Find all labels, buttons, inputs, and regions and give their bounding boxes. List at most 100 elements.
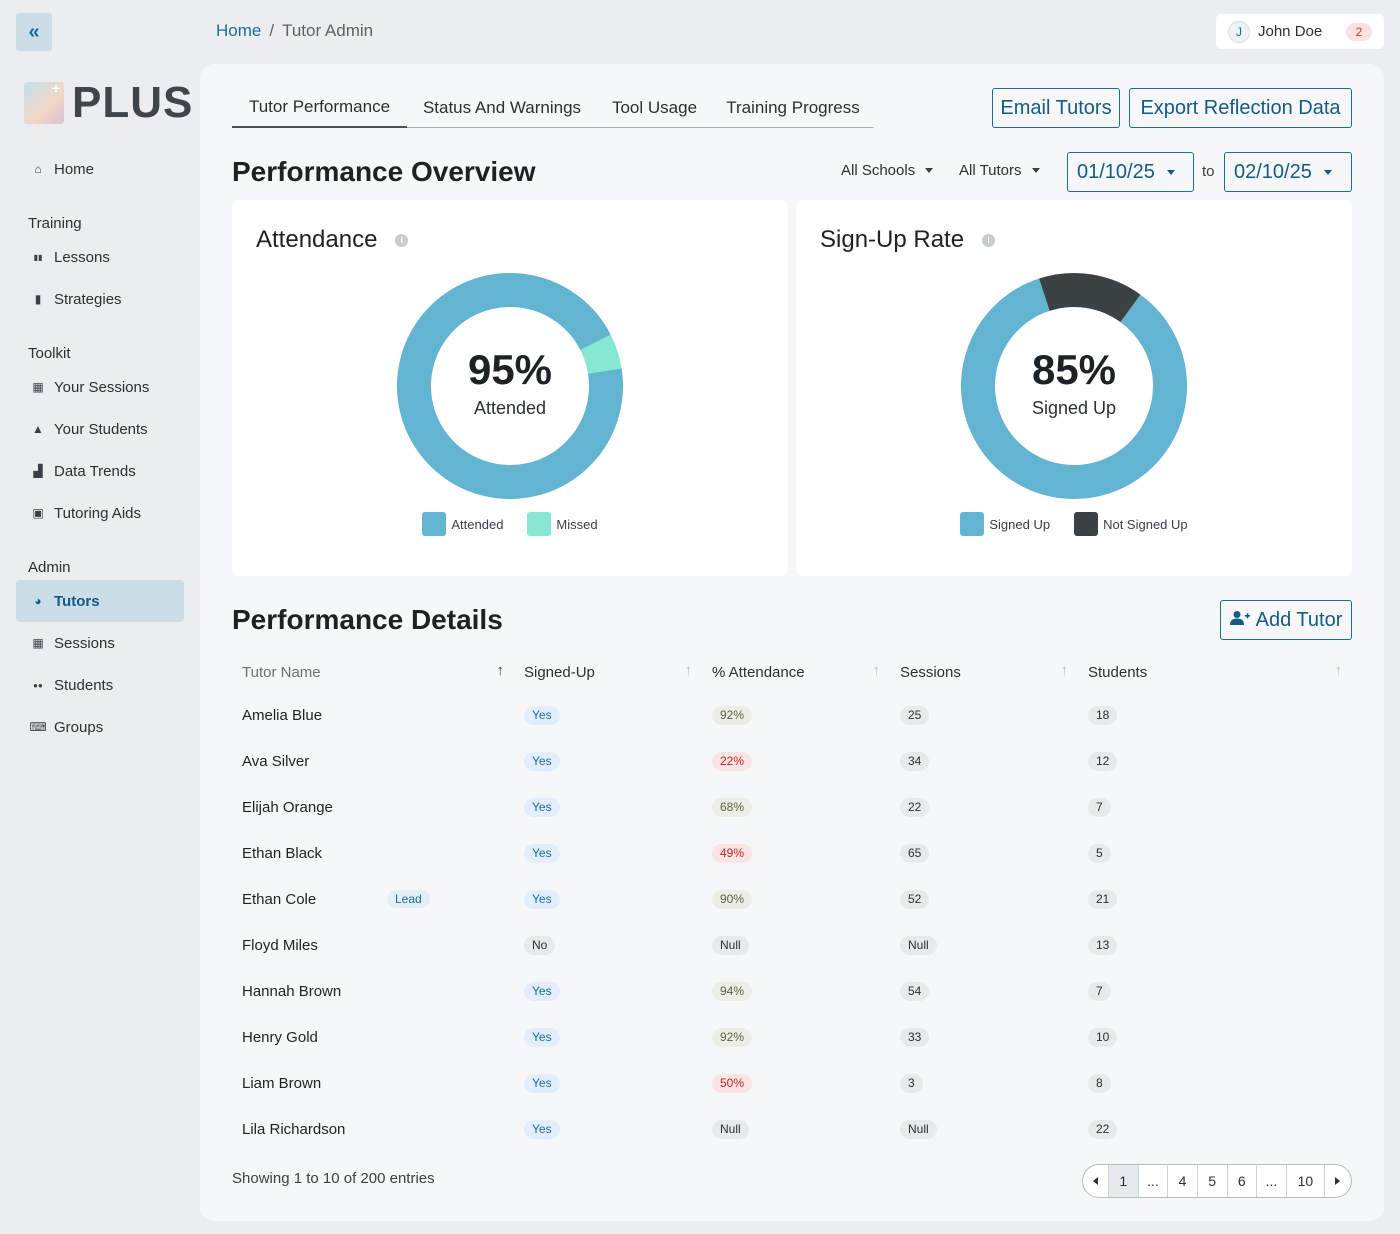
attendance-caption: Attended — [473, 397, 547, 418]
schools-filter[interactable]: All Schools — [841, 162, 934, 179]
table-header: Tutor Name ↑ Signed-Up ↑% Attendance ↑ Sessio… — [232, 652, 1352, 692]
column-header-label: Sessions — [900, 663, 961, 681]
notification-badge[interactable]: 2 — [1346, 22, 1372, 41]
cell-students: 10 — [1078, 1014, 1352, 1060]
column-header-sessions[interactable]: Sessions ↑ — [890, 652, 1078, 692]
export-reflection-data-button[interactable]: Export Reflection Data — [1129, 88, 1352, 128]
legend-item-not-signed-up: Not Signed Up — [1074, 512, 1188, 536]
sort-arrow-icon[interactable]: ↑ — [496, 662, 505, 679]
email-tutors-button[interactable]: Email Tutors — [992, 88, 1120, 128]
pagination-page-5[interactable]: 5 — [1198, 1165, 1228, 1197]
sidebar-item-your-sessions[interactable]: ▦ Your Sessions — [16, 366, 184, 408]
students-pill: 7 — [1088, 797, 1111, 817]
sessions-pill: 33 — [900, 1027, 930, 1047]
sidebar-item-lessons[interactable]: ▮▮ Lessons — [16, 236, 184, 278]
signed-pill: Yes — [524, 1119, 560, 1139]
attendance-slice-missed — [580, 334, 622, 375]
cell-attendance: 92% — [702, 1014, 890, 1060]
tutors-filter[interactable]: All Tutors — [959, 162, 1040, 179]
sort-arrow-icon[interactable]: ↑ — [1060, 662, 1069, 679]
tutor-name[interactable]: Ethan Black — [242, 844, 323, 862]
pagination-page-10[interactable]: 10 — [1287, 1165, 1325, 1197]
sessions-pill: 34 — [900, 751, 930, 771]
table-body: Amelia Blue Yes 92% 25 18 Ava Silver Yes 22% 34 1… — [232, 692, 1352, 1152]
pagination-page-4[interactable]: 4 — [1168, 1165, 1198, 1197]
add-tutor-button[interactable]: Add Tutor — [1220, 600, 1352, 640]
chevrons-left-icon: « — [28, 20, 40, 43]
table-row[interactable]: Elijah Orange Yes 68% 22 7 — [232, 784, 1352, 830]
tutor-name[interactable]: Elijah Orange — [242, 798, 333, 816]
attendance-title-text: Attendance — [256, 226, 378, 253]
attendance-pill: 90% — [712, 889, 753, 909]
tutor-name[interactable]: Ethan Cole — [242, 890, 317, 908]
students-pill: 7 — [1088, 981, 1111, 1001]
table-row[interactable]: Henry Gold Yes 92% 33 10 — [232, 1014, 1352, 1060]
sidebar-item-tutoring-aids[interactable]: ▣ Tutoring Aids — [16, 492, 184, 534]
sort-arrow-icon[interactable]: ↑ — [684, 662, 693, 679]
caret-down-icon — [925, 168, 934, 173]
avatar: J — [1228, 20, 1250, 43]
table-row[interactable]: Liam Brown Yes 50% 3 8 — [232, 1060, 1352, 1106]
sidebar-item-your-students[interactable]: ▲ Your Students — [16, 408, 184, 450]
tab-status-and-warnings[interactable]: Status And Warnings — [422, 98, 582, 117]
tutor-name[interactable]: Amelia Blue — [242, 706, 323, 724]
table-row[interactable]: Ethan Black Yes 49% 65 5 — [232, 830, 1352, 876]
sessions-pill: 25 — [900, 705, 930, 725]
sort-arrow-icon[interactable]: ↑ — [1334, 662, 1343, 679]
table-row[interactable]: Floyd Miles No Null Null 13 — [232, 922, 1352, 968]
cell-name: Henry Gold — [232, 1014, 514, 1060]
date-from-picker[interactable]: 01/10/25 — [1067, 152, 1194, 192]
tutor-name[interactable]: Hannah Brown — [242, 982, 342, 1000]
cell-sessions: Null — [890, 1106, 1078, 1152]
sidebar-item-strategies[interactable]: ▮ Strategies — [16, 278, 184, 320]
main-panel: Tutor Performance Status And Warnings To… — [200, 64, 1384, 1221]
schools-filter-label: All Schools — [841, 162, 916, 179]
performance-table: Tutor Name ↑ Signed-Up ↑% Attendance ↑ Sessio… — [232, 652, 1352, 1152]
sidebar-section-toolkit: Toolkit — [28, 345, 71, 362]
table-row[interactable]: Lila Richardson Yes Null Null 22 — [232, 1106, 1352, 1152]
keyboard-icon: ⌨ — [29, 720, 47, 734]
sort-arrow-icon[interactable]: ↑ — [872, 662, 881, 679]
pagination-page-6[interactable]: 6 — [1228, 1165, 1258, 1197]
info-icon[interactable]: i — [982, 233, 996, 247]
caret-left-icon — [1093, 1177, 1098, 1185]
sidebar-item-home[interactable]: ⌂ Home — [16, 148, 184, 190]
signup-center: 85% Signed Up — [960, 272, 1188, 500]
pagination-next-button[interactable] — [1325, 1165, 1351, 1197]
tab-tool-usage[interactable]: Tool Usage — [611, 98, 698, 117]
column-header-signed[interactable]: Signed-Up ↑ — [514, 652, 702, 692]
date-to-picker[interactable]: 02/10/25 — [1224, 152, 1352, 192]
table-row[interactable]: Amelia Blue Yes 92% 25 18 — [232, 692, 1352, 738]
sidebar-item-groups[interactable]: ⌨ Groups — [16, 706, 184, 748]
column-header-attendance[interactable]: % Attendance ↑ — [702, 652, 890, 692]
tutor-name[interactable]: Henry Gold — [242, 1028, 318, 1046]
sidebar-item-tutors[interactable]: ◕ Tutors — [16, 580, 184, 622]
pagination-prev-button[interactable] — [1083, 1165, 1109, 1197]
collapse-sidebar-button[interactable]: « — [16, 13, 52, 51]
table-row[interactable]: Ava Silver Yes 22% 34 12 — [232, 738, 1352, 784]
sidebar-item-students[interactable]: ●● Students — [16, 664, 184, 706]
signup-slice-not-signed-up — [1039, 273, 1141, 323]
column-header-students[interactable]: Students ↑ — [1078, 652, 1352, 692]
tutor-name[interactable]: Floyd Miles — [242, 936, 318, 954]
tutor-name[interactable]: Lila Richardson — [242, 1120, 346, 1138]
breadcrumb-current: Tutor Admin — [282, 21, 374, 40]
tutor-name[interactable]: Liam Brown — [242, 1074, 322, 1092]
sidebar-item-sessions[interactable]: ▦ Sessions — [16, 622, 184, 664]
user-name: John Doe — [1258, 23, 1323, 40]
tutor-name[interactable]: Ava Silver — [242, 752, 310, 770]
user-menu[interactable]: J John Doe 2 — [1216, 14, 1384, 49]
info-icon[interactable]: i — [395, 233, 409, 247]
cell-attendance: 49% — [702, 830, 890, 876]
column-header-name[interactable]: Tutor Name ↑ — [232, 652, 514, 692]
tab-training-progress[interactable]: Training Progress — [726, 98, 860, 117]
sidebar-item-data-trends[interactable]: ▟ Data Trends — [16, 450, 184, 492]
cell-students: 18 — [1078, 692, 1352, 738]
breadcrumb-home-link[interactable]: Home — [216, 21, 262, 40]
tab-tutor-performance[interactable]: Tutor Performance — [232, 88, 407, 128]
table-row[interactable]: Ethan Cole Lead Yes 90% 52 21 — [232, 876, 1352, 922]
cell-attendance: 92% — [702, 692, 890, 738]
pagination-page-1[interactable]: 1 — [1109, 1165, 1139, 1197]
table-row[interactable]: Hannah Brown Yes 94% 54 7 — [232, 968, 1352, 1014]
column-header-label: Signed-Up — [524, 663, 595, 681]
